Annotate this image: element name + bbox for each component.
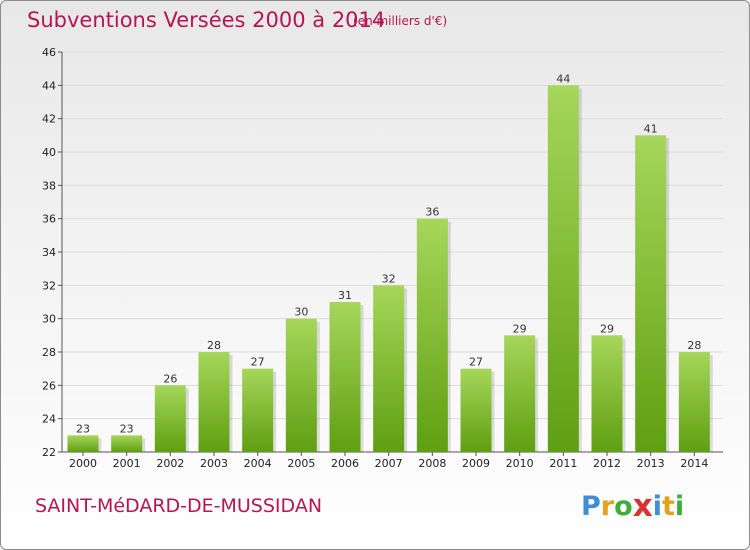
bar-2014	[678, 352, 710, 452]
y-tick-label: 22	[42, 446, 56, 459]
bars	[67, 85, 713, 453]
x-tick-label: 2004	[244, 457, 272, 470]
x-tick-label: 2000	[69, 457, 97, 470]
x-tick-label: 2003	[200, 457, 228, 470]
bar-2005	[285, 318, 317, 452]
y-tick-label: 44	[42, 79, 56, 92]
x-tick-label: 2002	[156, 457, 184, 470]
bar-value-label: 29	[600, 322, 614, 335]
bar-value-label: 23	[120, 422, 134, 435]
bar-value-label: 27	[251, 356, 265, 369]
bar-value-label: 29	[513, 322, 527, 335]
city-name: SAINT-MéDARD-DE-MUSSIDAN	[35, 495, 323, 517]
x-tick-label: 2014	[680, 457, 708, 470]
bar-value-label: 31	[338, 289, 352, 302]
labels: 22 24 26 28 30 32 34 36 38 40 42 44 46 23 2000 23 2001 26…	[42, 46, 708, 470]
bar-2002	[154, 385, 186, 452]
bar-2006	[329, 302, 361, 452]
y-tick-label: 24	[42, 413, 56, 426]
x-tick-label: 2011	[549, 457, 577, 470]
y-tick-label: 38	[42, 179, 56, 192]
bar-2013	[635, 135, 667, 453]
x-tick-label: 2005	[287, 457, 315, 470]
bar-value-label: 23	[76, 422, 90, 435]
y-tick-label: 30	[42, 313, 56, 326]
bar-value-label: 26	[163, 372, 177, 385]
bar-value-label: 44	[556, 72, 570, 85]
x-tick-label: 2009	[462, 457, 490, 470]
bar-value-label: 36	[425, 206, 439, 219]
bar-2003	[198, 352, 230, 452]
bar-value-label: 41	[644, 122, 658, 135]
y-tick-label: 28	[42, 346, 56, 359]
y-tick-label: 42	[42, 113, 56, 126]
y-tick-label: 46	[42, 46, 56, 59]
bar-2004	[242, 368, 274, 452]
bar-value-label: 30	[294, 306, 308, 319]
y-tick-label: 34	[42, 246, 56, 259]
y-tick-label: 32	[42, 279, 56, 292]
logo-letter: x	[632, 488, 653, 524]
bar-value-label: 32	[382, 272, 396, 285]
bar-2001	[111, 435, 143, 452]
y-tick-label: 26	[42, 379, 56, 392]
bar-value-label: 27	[469, 356, 483, 369]
x-tick-label: 2010	[506, 457, 534, 470]
x-tick-label: 2001	[113, 457, 141, 470]
logo-letter: t	[661, 491, 675, 522]
chart-title: Subventions Versées 2000 à 2014	[27, 8, 386, 32]
logo-letter: i	[652, 491, 662, 522]
logo-letter: r	[600, 491, 615, 522]
bar-value-label: 28	[207, 339, 221, 352]
proxiti-logo[interactable]: Proxiti	[581, 487, 685, 524]
x-tick-label: 2013	[637, 457, 665, 470]
bar-2007	[373, 285, 405, 452]
y-tick-label: 40	[42, 146, 56, 159]
bar-2010	[504, 335, 536, 452]
bar-value-label: 28	[687, 339, 701, 352]
x-tick-label: 2006	[331, 457, 359, 470]
y-tick-label: 36	[42, 213, 56, 226]
bar-2000	[67, 435, 99, 452]
x-tick-label: 2012	[593, 457, 621, 470]
logo-letter: o	[614, 491, 633, 522]
chart-subtitle: (en milliers d'€)	[353, 14, 448, 28]
bar-2011	[547, 85, 579, 452]
bar-2012	[591, 335, 623, 452]
bar-2008	[416, 218, 448, 452]
logo-letter: P	[581, 491, 601, 522]
logo-letter: i	[674, 491, 685, 522]
x-tick-label: 2008	[418, 457, 446, 470]
bar-2009	[460, 368, 492, 452]
x-tick-label: 2007	[375, 457, 403, 470]
